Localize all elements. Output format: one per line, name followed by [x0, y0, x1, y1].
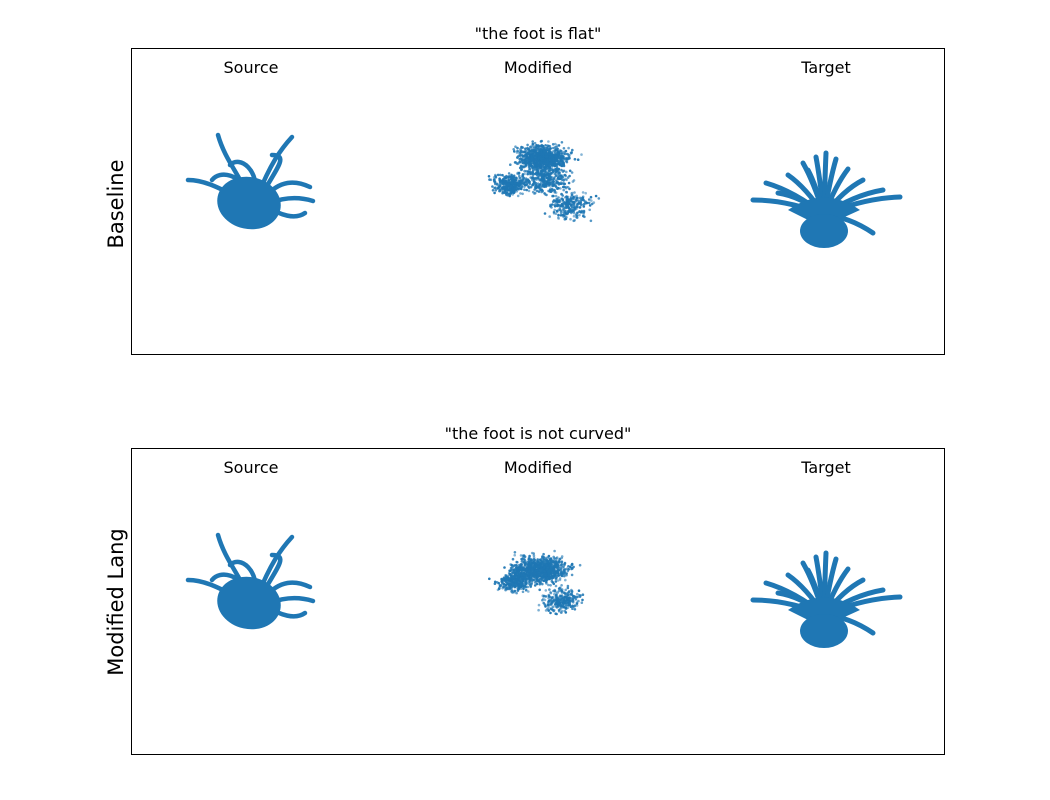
target-point-cloud-2	[750, 550, 903, 648]
col-title-source-2: Source	[223, 458, 279, 477]
source-point-cloud-2	[185, 532, 316, 630]
modified-point-cloud-2	[488, 549, 585, 616]
panel-1-left-axis	[131, 82, 132, 322]
panel-title-2: "the foot is not curved"	[444, 424, 632, 443]
target-point-cloud-1	[750, 150, 903, 248]
panel-2-left-axis	[131, 482, 132, 722]
col-title-modified-2: Modified	[503, 458, 573, 477]
col-title-target-1: Target	[801, 58, 851, 77]
col-title-modified-1: Modified	[503, 58, 573, 77]
source-point-cloud-1	[185, 132, 316, 230]
panel-title-1: "the foot is flat"	[474, 24, 602, 43]
row-label-modified-lang: Modified Lang	[104, 528, 128, 676]
col-title-source-1: Source	[223, 58, 279, 77]
modified-point-cloud-1	[487, 139, 601, 223]
col-title-target-2: Target	[801, 458, 851, 477]
row-label-baseline: Baseline	[104, 159, 128, 249]
